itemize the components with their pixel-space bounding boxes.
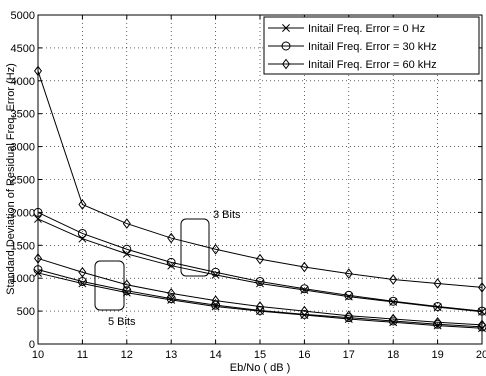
y-tick-label: 500 [17,306,35,318]
annotation-label-5-bits: 5 Bits [108,316,136,328]
y-tick-label: 0 [29,339,35,351]
series-line [37,70,483,288]
y-tick-label: 3500 [11,109,35,121]
plot-frame [37,14,483,345]
data-point-circle-marker [299,309,309,319]
annotation-label-3-bits: 3 Bits [213,209,241,221]
series-line [37,257,483,326]
x-axis-label: Eb/No ( dB ) [230,362,291,374]
legend-items: Initail Freq. Error = 0 Hz Initail Freq. … [268,23,437,71]
data-point-diamond-marker [433,316,442,328]
data-point-diamond-marker [167,288,176,299]
data-point-circle-marker [77,228,87,238]
data-point-x-marker [282,24,290,32]
x-tick-label: 13 [165,349,177,361]
data-point-diamond-marker [167,232,176,244]
data-point-diamond-marker [78,199,87,210]
legend: Initail Freq. Error = 0 Hz Initail Freq. … [263,16,480,75]
data-point-circle-marker [299,284,309,294]
data-point-circle-marker [166,257,176,267]
legend-item: Initail Freq. Error = 0 Hz [268,23,425,35]
data-point-circle-marker [433,319,443,329]
data-point-diamond-marker [300,305,309,317]
x-tick-label: 10 [32,349,44,361]
x-tick-label: 19 [431,349,443,361]
annotation-box-5-bits [94,260,125,311]
data-point-circle-marker [166,294,176,304]
data-point-circle-marker [255,276,265,286]
annotation-3-bits: 3 Bits [180,209,241,277]
legend-label: Initail Freq. Error = 30 kHz [308,41,437,53]
x-tick-label: 18 [387,349,399,361]
data-point-diamond-marker [282,58,290,70]
data-point-x-marker [78,279,87,288]
series-layer [33,65,486,333]
annotation-5-bits: 5 Bits [94,260,136,328]
data-point-diamond-marker [344,310,353,322]
x-tick-label: 16 [298,349,310,361]
data-point-circle-marker [122,244,132,254]
data-point-diamond-marker [122,279,131,291]
series-diamond-3-bits [34,65,486,293]
series-diamond-5-bits [33,253,486,331]
data-point-diamond-marker [256,253,264,265]
data-point-diamond-marker [433,278,442,289]
annotation-box-3-bits [180,218,210,277]
y-tick-label: 4500 [11,43,35,55]
data-point-circle-marker [344,290,354,300]
data-point-diamond-marker [389,274,398,285]
x-tick-label: 17 [343,349,355,361]
x-tick-label: 20 [476,349,486,361]
data-point-diamond-marker [211,295,220,306]
y-tick-label: 1500 [11,240,35,252]
x-tick-label: 15 [254,349,266,361]
y-tick-label: 3000 [11,142,35,154]
x-tick-label: 14 [209,349,221,361]
data-point-circle-marker [433,301,443,311]
legend-label: Initail Freq. Error = 0 Hz [308,23,425,35]
data-point-circle-marker [388,316,398,326]
grid [37,14,483,345]
y-tick-label: 2000 [11,207,35,219]
data-point-x-marker [122,249,131,258]
x-tick-label: 11 [77,349,88,361]
y-tick-label: 2500 [11,175,35,187]
data-point-diamond-marker [122,218,131,229]
data-point-diamond-marker [78,266,87,278]
data-point-x-marker [256,279,264,288]
data-point-circle-marker [122,286,132,296]
x-tick-label: 12 [121,349,133,361]
legend-label: Initail Freq. Error = 60 kHz [308,59,437,71]
series-line [37,211,483,312]
data-point-diamond-marker [389,313,398,325]
data-point-diamond-marker [300,261,309,273]
data-point-circle-marker [281,41,291,51]
legend-item: Initail Freq. Error = 60 kHz [268,58,437,71]
data-point-circle-marker [344,313,354,323]
y-tick-labels: 0 500 1000 1500 2000 2500 3000 3500 4000 4500 5000 [11,10,35,351]
data-point-circle-marker [388,296,398,306]
y-axis-label: Standard Deviation of Residual Freq. Err… [5,63,17,295]
legend-item: Initail Freq. Error = 30 kHz [268,41,437,53]
data-point-diamond-marker [256,301,264,312]
y-tick-label: 5000 [11,10,35,22]
y-tick-label: 4000 [11,76,35,88]
y-tick-label: 1000 [11,273,35,285]
x-tick-labels: 10 11 12 13 14 15 16 17 18 19 20 [32,349,486,361]
data-point-diamond-marker [211,243,220,255]
data-point-circle-marker [211,267,221,277]
data-point-diamond-marker [344,268,353,279]
data-point-circle-marker [211,300,221,310]
